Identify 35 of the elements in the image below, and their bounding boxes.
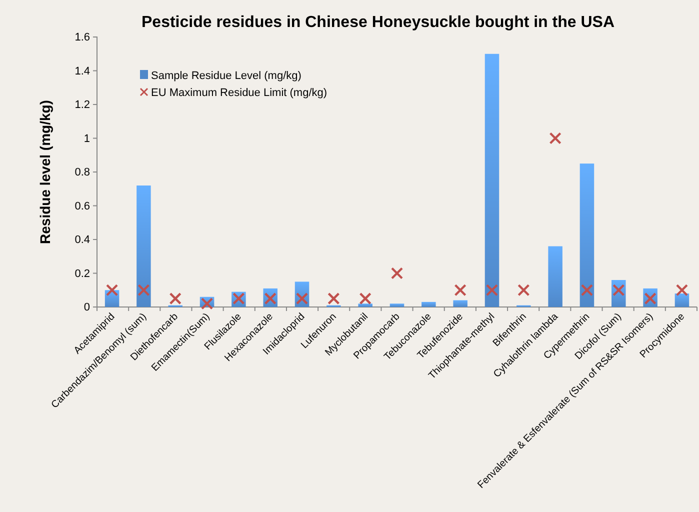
point [138,284,150,296]
y-tick-label: 0.6 [74,200,90,212]
legend-label: EU Maximum Residue Limit (mg/kg) [151,87,328,99]
legend-label: Sample Residue Level (mg/kg) [151,70,302,82]
y-tick-label: 0.8 [74,166,90,179]
y-tick-label: 0.2 [74,268,90,280]
bar [358,304,372,307]
chart-title: Pesticide residues in Chinese Honeysuckle bought in the USA [142,14,615,31]
y-tick-label: 1.6 [74,32,90,44]
point [106,284,118,296]
y-tick-label: 0.4 [74,234,90,246]
y-axis-title: Residue level (mg/kg) [37,100,53,244]
bar [390,304,404,307]
y-tick-label: 1.4 [74,65,90,78]
bar [422,302,436,307]
bar [453,300,468,307]
bar [548,246,562,307]
point [549,132,562,144]
bar [580,164,594,307]
point [486,284,498,296]
y-tick-label: 1.2 [74,99,90,112]
point [390,267,404,280]
point [676,284,688,296]
bar [674,294,690,307]
point [518,284,530,296]
bar [484,54,500,307]
point [169,292,182,305]
y-tick-label: 1 [84,132,90,145]
point [328,292,340,305]
y-tick-label: 0 [84,302,90,314]
point [200,298,214,310]
point [454,284,466,296]
point [580,284,594,296]
bar [136,186,151,307]
point [359,292,372,305]
